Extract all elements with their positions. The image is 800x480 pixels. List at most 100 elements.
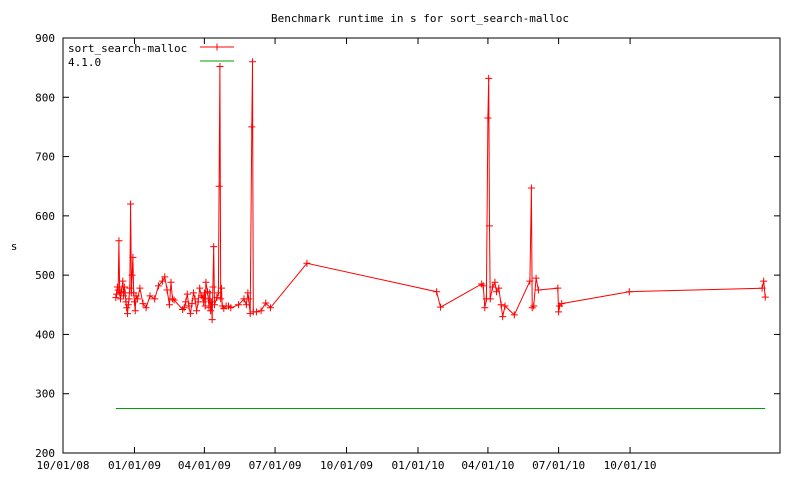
data-point xyxy=(207,307,215,315)
x-tick-label: 01/01/10 xyxy=(392,459,445,472)
data-point xyxy=(510,311,518,319)
y-tick-label: 300 xyxy=(35,388,55,401)
plot-frame xyxy=(62,37,781,454)
data-point xyxy=(200,298,208,306)
data-point xyxy=(123,304,131,312)
data-point xyxy=(208,316,216,324)
data-point xyxy=(266,304,274,312)
data-point xyxy=(190,289,198,297)
data-point xyxy=(191,295,199,303)
data-point xyxy=(217,284,225,292)
y-tick-label: 500 xyxy=(35,269,55,282)
data-point xyxy=(128,271,136,279)
data-point xyxy=(116,295,124,303)
data-point xyxy=(491,278,499,286)
data-point xyxy=(202,278,210,286)
data-point xyxy=(530,302,538,310)
y-tick-label: 600 xyxy=(35,210,55,223)
data-point xyxy=(760,277,768,285)
data-point xyxy=(625,288,633,296)
data-point xyxy=(501,302,509,310)
x-tick-label: 07/01/09 xyxy=(249,459,302,472)
data-point xyxy=(527,184,535,192)
data-point xyxy=(146,292,154,300)
data-point xyxy=(121,289,129,297)
series-0 xyxy=(112,58,769,324)
data-point xyxy=(165,301,173,309)
axes: 200 300 400 500 600 700 800 900 10/01/08 01/01/09… xyxy=(35,32,780,472)
legend-marker-sort-search-malloc xyxy=(213,43,221,51)
data-point xyxy=(244,289,252,297)
data-point xyxy=(182,298,190,306)
data-point xyxy=(554,284,562,292)
data-point xyxy=(161,273,169,281)
x-tick-label: 10/01/08 xyxy=(37,459,90,472)
data-point xyxy=(210,243,218,251)
y-tick-label: 400 xyxy=(35,328,55,341)
data-point xyxy=(215,182,223,190)
x-tick-label: 01/01/09 xyxy=(108,459,161,472)
data-point xyxy=(126,284,134,292)
data-point xyxy=(497,301,505,309)
series-layer xyxy=(112,58,769,409)
y-tick-label: 800 xyxy=(35,91,55,104)
data-point xyxy=(120,283,128,291)
data-point xyxy=(489,283,497,291)
data-point xyxy=(248,123,256,131)
data-point xyxy=(155,282,163,290)
data-point xyxy=(495,284,503,292)
data-point xyxy=(124,301,132,309)
data-point xyxy=(180,304,188,312)
data-point xyxy=(528,304,536,312)
data-point xyxy=(113,290,121,298)
data-point xyxy=(131,307,139,315)
data-point xyxy=(532,274,540,282)
data-point xyxy=(179,306,187,314)
data-point xyxy=(210,301,218,309)
legend: sort_search-malloc 4.1.0 xyxy=(68,42,234,69)
data-point xyxy=(123,310,131,318)
data-point xyxy=(433,288,441,296)
data-point xyxy=(499,313,507,321)
data-point xyxy=(214,289,222,297)
data-point xyxy=(262,299,270,307)
y-tick-label: 700 xyxy=(35,151,55,164)
data-point xyxy=(246,310,254,318)
data-point xyxy=(120,292,128,300)
data-point xyxy=(129,253,137,261)
data-point xyxy=(151,295,159,303)
data-point xyxy=(186,310,194,318)
data-point xyxy=(492,288,500,296)
data-point xyxy=(484,114,492,122)
data-point xyxy=(113,283,121,291)
data-point xyxy=(555,308,563,316)
data-point xyxy=(478,280,486,288)
x-tick-label: 04/01/10 xyxy=(461,459,514,472)
data-point xyxy=(479,282,487,290)
data-point xyxy=(130,298,138,306)
data-point xyxy=(169,295,177,303)
data-point xyxy=(486,295,494,303)
data-point xyxy=(119,277,127,285)
data-point xyxy=(125,295,133,303)
data-point xyxy=(257,307,265,315)
data-point xyxy=(199,294,207,302)
data-point xyxy=(526,277,534,285)
data-point xyxy=(217,295,225,303)
data-point xyxy=(252,308,260,316)
x-tick-label: 04/01/09 xyxy=(178,459,231,472)
data-point xyxy=(132,292,140,300)
data-point xyxy=(242,301,250,309)
y-axis-label: s xyxy=(11,240,18,253)
data-point xyxy=(249,58,257,66)
data-point xyxy=(188,300,196,308)
data-point xyxy=(204,295,212,303)
data-point xyxy=(485,74,493,82)
y-tick-label: 900 xyxy=(35,32,55,45)
data-point xyxy=(216,62,224,70)
data-point xyxy=(196,284,204,292)
data-point xyxy=(142,304,150,312)
data-point xyxy=(245,295,253,303)
data-point xyxy=(235,301,243,309)
